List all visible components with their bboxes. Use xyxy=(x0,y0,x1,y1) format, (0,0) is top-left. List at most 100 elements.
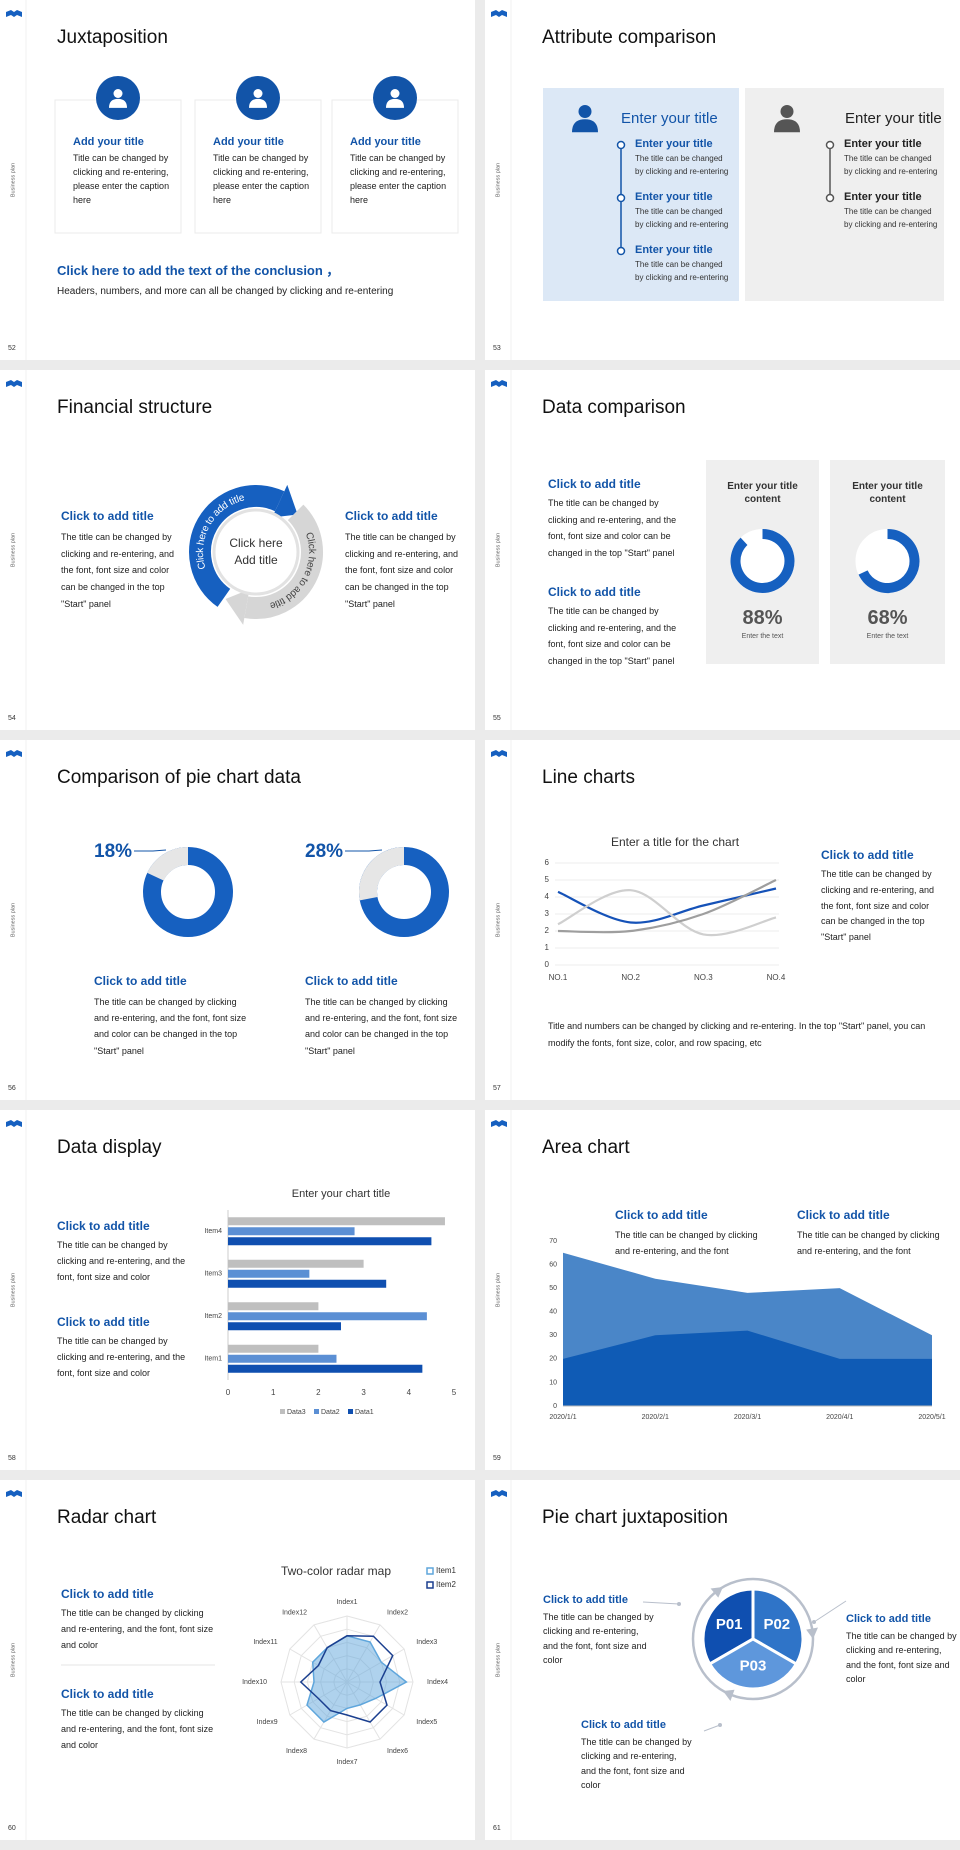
card xyxy=(194,99,322,234)
connector-dot xyxy=(812,1620,816,1624)
card-title: Add your title xyxy=(73,136,144,148)
bar xyxy=(228,1237,432,1246)
page-number: 55 xyxy=(493,715,501,722)
side-label: Business plan xyxy=(10,163,16,197)
card-text: Title can be changed by clicking and re-… xyxy=(73,153,170,205)
radar-label: Index3 xyxy=(416,1639,437,1646)
timeline-dot xyxy=(616,193,626,203)
page-number: 52 xyxy=(8,345,16,352)
x-tick-label: NO.2 xyxy=(621,973,640,982)
slide-title: Juxtaposition xyxy=(57,27,168,48)
pie-segment xyxy=(707,1637,799,1691)
block-text: The title can be changed by clicking and… xyxy=(305,997,458,1056)
gauge-value: 68% xyxy=(867,607,908,629)
slide-graphics: Business plan 55 xyxy=(491,370,945,730)
radar-series xyxy=(299,1635,394,1723)
bar xyxy=(228,1217,445,1226)
slide-graphics: Business plan 58 Enter your chart title 0 1 2… xyxy=(6,1110,457,1470)
donut-label: 18% xyxy=(94,841,133,862)
ring-arrow xyxy=(710,1587,723,1598)
slide: Business plan 60 Two-color radar map Index1… xyxy=(0,1480,475,1840)
x-tick-label: 1 xyxy=(271,1388,276,1397)
slide-title: Data display xyxy=(57,1137,162,1158)
block-title: Click to add title xyxy=(846,1613,931,1625)
slide-graphics: Business plan 60 Two-color radar map Index1… xyxy=(6,1480,457,1840)
slide-graphics: Business plan 61 P01 P02 P03 xyxy=(491,1480,847,1840)
item-text: The title can be changed by clicking and… xyxy=(635,154,729,176)
block-text: The title can be changed by clicking and… xyxy=(797,1230,940,1257)
card-title: Enter your title content xyxy=(727,481,798,505)
y-tick-label: 2 xyxy=(545,926,550,935)
page-number: 59 xyxy=(493,1455,501,1462)
card-text: Title can be changed by clicking and re-… xyxy=(213,153,310,205)
logo xyxy=(491,750,507,757)
page-number: 61 xyxy=(493,1825,501,1832)
block-title: Click to add title xyxy=(57,1315,150,1329)
y-tick-label: Item2 xyxy=(204,1313,222,1320)
slide-title: Line charts xyxy=(542,767,635,788)
legend-label: Item2 xyxy=(436,1580,457,1589)
slide-graphics: Business plan 57 Enter a title for the cha… xyxy=(491,740,786,1100)
leader-line xyxy=(134,849,167,852)
page-number: 56 xyxy=(8,1085,16,1092)
leader-line xyxy=(345,849,383,852)
slide: Business plan 53 Attribute comparison Enter… xyxy=(485,0,960,360)
connector xyxy=(813,1600,847,1623)
x-tick-label: 3 xyxy=(361,1388,366,1397)
block-text: The title can be changed by clicking and… xyxy=(94,997,247,1056)
person-body xyxy=(249,98,267,108)
radar-label: Index5 xyxy=(416,1719,437,1726)
block-text: The title can be changed by clicking and… xyxy=(345,532,459,609)
slide: Business plan 58 Enter your chart title 0 1 2… xyxy=(0,1110,475,1470)
y-tick-label: 0 xyxy=(553,1403,557,1410)
radar-label: Index6 xyxy=(387,1748,408,1755)
panel-title: Enter your title xyxy=(621,110,718,127)
side-label: Business plan xyxy=(10,1643,16,1677)
gauge-arc xyxy=(858,529,920,593)
logo xyxy=(6,1120,22,1127)
bar xyxy=(228,1302,319,1311)
block-title: Click to add title xyxy=(548,477,641,491)
slide-title: Radar chart xyxy=(57,1507,157,1528)
x-tick-label: 0 xyxy=(226,1388,231,1397)
radar-label: Index12 xyxy=(282,1610,307,1617)
slide-title: Attribute comparison xyxy=(542,27,717,48)
person-body xyxy=(774,119,800,133)
block-text: The title can be changed by clicking and… xyxy=(548,498,677,558)
legend-label: Data1 xyxy=(355,1409,374,1416)
panel-title: Enter your title xyxy=(845,110,942,127)
block-text: The title can be changed by clicking and… xyxy=(615,1230,758,1257)
legend-label: Data3 xyxy=(287,1409,306,1416)
block-title: Click to add title xyxy=(543,1594,628,1606)
chart-note: Title and numbers can be changed by clic… xyxy=(548,1021,926,1049)
donut-slice xyxy=(147,847,189,881)
person-body xyxy=(109,98,127,108)
x-tick-label: NO.1 xyxy=(549,973,568,982)
block-title: Click to add title xyxy=(797,1208,890,1222)
radar-label: Index8 xyxy=(286,1748,307,1755)
y-tick-label: 1 xyxy=(545,943,550,952)
legend-swatch xyxy=(314,1409,319,1414)
x-tick-label: 5 xyxy=(452,1388,457,1397)
radar-label: Index2 xyxy=(387,1610,408,1617)
legend-swatch xyxy=(280,1409,285,1414)
person-head xyxy=(780,105,794,118)
block-title: Click to add title xyxy=(61,1587,154,1601)
logo xyxy=(6,1490,22,1497)
person-head xyxy=(113,89,123,98)
radar-label: Index10 xyxy=(242,1679,267,1686)
ring-arrow xyxy=(723,1689,735,1702)
segment-label: P03 xyxy=(740,1657,767,1674)
gauge-caption: Enter the text xyxy=(741,633,784,640)
y-tick-label: 3 xyxy=(545,909,550,918)
bar xyxy=(228,1227,355,1236)
connector xyxy=(703,1724,721,1732)
page-number: 58 xyxy=(8,1455,16,1462)
bar xyxy=(228,1364,423,1373)
slide-title: Data comparison xyxy=(542,397,686,418)
slide-title: Financial structure xyxy=(57,397,213,418)
bar xyxy=(228,1322,341,1331)
logo xyxy=(491,1120,507,1127)
y-tick-label: 60 xyxy=(549,1261,557,1268)
logo xyxy=(6,380,22,387)
